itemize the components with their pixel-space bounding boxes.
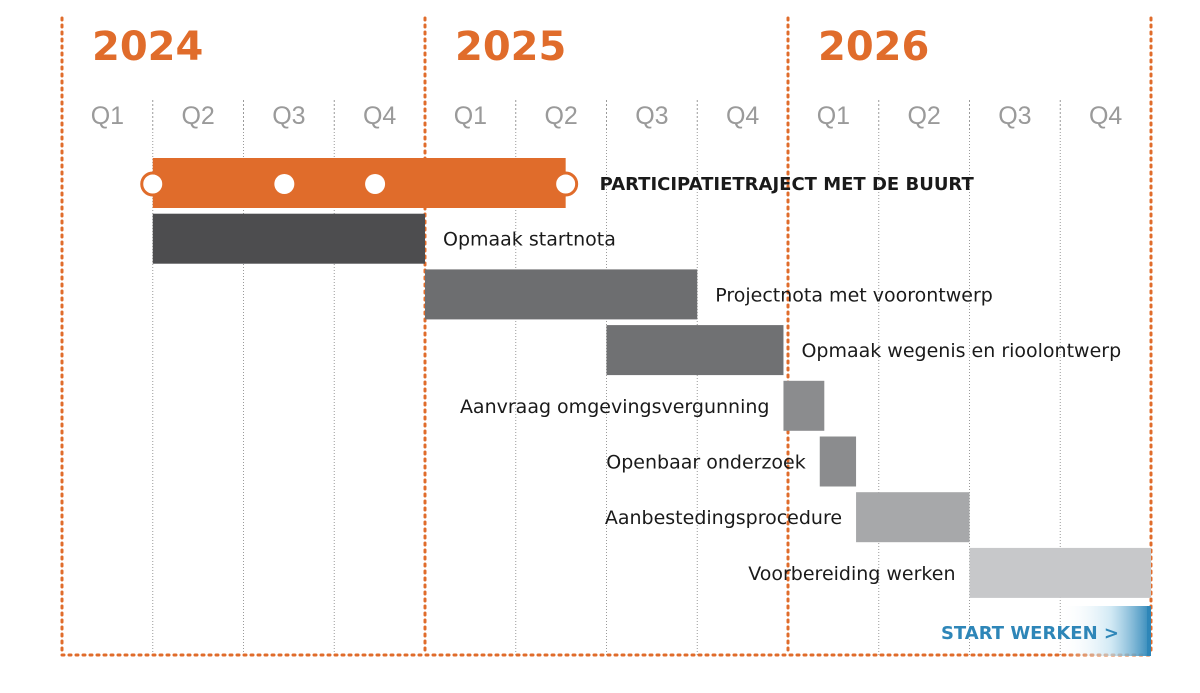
task-label: Projectnota met voorontwerp: [715, 284, 993, 306]
task-label: Opmaak startnota: [443, 229, 616, 251]
task-bar: [819, 436, 857, 487]
start-werken-label: START WERKEN >: [941, 623, 1119, 644]
task-bars: PARTICIPATIETRAJECT MET DE BUURT Opmaak s…: [140, 158, 1151, 598]
task-label: PARTICIPATIETRAJECT MET DE BUURT: [600, 174, 975, 195]
task-bar: [425, 269, 698, 320]
quarter-label: Q2: [181, 102, 214, 130]
quarter-label: Q1: [454, 102, 487, 130]
task-bar: [152, 213, 425, 264]
quarter-label: Q4: [1089, 102, 1122, 130]
task-bar: [969, 547, 1151, 598]
quarter-labels: Q1 Q2 Q3 Q4 Q1 Q2 Q3 Q4 Q1 Q2 Q3 Q4: [91, 102, 1123, 130]
milestone-dot: [365, 174, 386, 194]
task-label: Aanbestedingsprocedure: [605, 507, 842, 529]
task-bar: [856, 492, 970, 543]
quarter-label: Q2: [544, 102, 577, 130]
task-label: Voorbereiding werken: [748, 563, 955, 585]
task-bar: [783, 380, 825, 431]
task-bar: [152, 158, 566, 208]
task-bar: [606, 325, 784, 376]
quarter-label: Q3: [635, 102, 668, 130]
start-werken-marker: START WERKEN >: [941, 606, 1151, 656]
task-label: Openbaar onderzoek: [606, 452, 805, 474]
year-labels: 2024 2025 2026: [92, 24, 929, 70]
milestone-dot: [553, 171, 579, 197]
quarter-label: Q3: [998, 102, 1031, 130]
grid-layer: [60, 16, 1153, 657]
quarter-label: Q1: [91, 102, 124, 130]
task-label: Opmaak wegenis en rioolontwerp: [801, 340, 1121, 362]
quarter-label: Q4: [726, 102, 759, 130]
year-label: 2024: [92, 24, 203, 70]
task-label: Aanvraag omgevingsvergunning: [460, 396, 770, 418]
quarter-label: Q4: [363, 102, 396, 130]
year-label: 2025: [455, 24, 566, 70]
milestone-dot: [140, 171, 166, 197]
year-label: 2026: [818, 24, 929, 70]
start-werken-edge: [1147, 606, 1151, 656]
quarter-label: Q2: [907, 102, 940, 130]
milestone-dot: [274, 174, 295, 194]
quarter-label: Q1: [817, 102, 850, 130]
quarter-label: Q3: [272, 102, 305, 130]
start-werken-gradient: [1061, 606, 1151, 656]
